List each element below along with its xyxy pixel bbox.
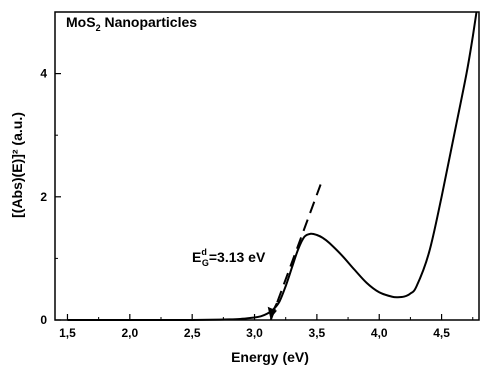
x-tick-label: 3,0	[246, 326, 263, 340]
y-tick-label: 4	[40, 67, 47, 81]
annotation-group: MoS2 Nanoparticles Ed G=3.13 eV	[66, 14, 278, 319]
y-tick-label: 2	[40, 190, 47, 204]
plot-frame	[54, 11, 480, 321]
series-group	[67, 11, 478, 322]
x-axis-ticks: 1,5 2,0 2,5 3,0 3,5 4,0 4,5	[59, 314, 474, 340]
plot-area: 1,5 2,0 2,5 3,0 3,5 4,0 4,5 024 MoS2 Nanoparti…	[40, 11, 480, 340]
x-tick-label: 4,0	[371, 326, 388, 340]
x-tick-label: 3,5	[309, 326, 326, 340]
band-gap-label: Ed G=3.13 eV	[192, 247, 266, 268]
sample-label-rest: Nanoparticles	[101, 14, 198, 30]
x-tick-label: 4,5	[433, 326, 450, 340]
y-axis-ticks: 0 2 4	[40, 67, 61, 327]
tangent-line	[269, 184, 322, 321]
band-gap-arrow	[267, 302, 278, 319]
x-axis-title: Energy (eV)	[231, 349, 309, 365]
band-gap-value: =3.13 eV	[209, 249, 266, 265]
sample-label: MoS2 Nanoparticles	[66, 14, 197, 33]
x-tick-label: 2,0	[121, 326, 138, 340]
band-gap-symbol: E	[192, 249, 201, 265]
sample-label-main: MoS	[66, 14, 96, 30]
absorption-curve	[67, 11, 478, 322]
band-gap-subscript: G	[202, 258, 209, 268]
y-tick-label: 0	[40, 313, 47, 327]
band-gap-superscript: d	[201, 247, 207, 257]
x-tick-label: 2,5	[184, 326, 201, 340]
x-tick-label: 1,5	[59, 326, 76, 340]
sample-label-subscript: 2	[96, 23, 101, 33]
y-axis-title: [(Abs)(E)]² (a.u.)	[9, 112, 25, 218]
